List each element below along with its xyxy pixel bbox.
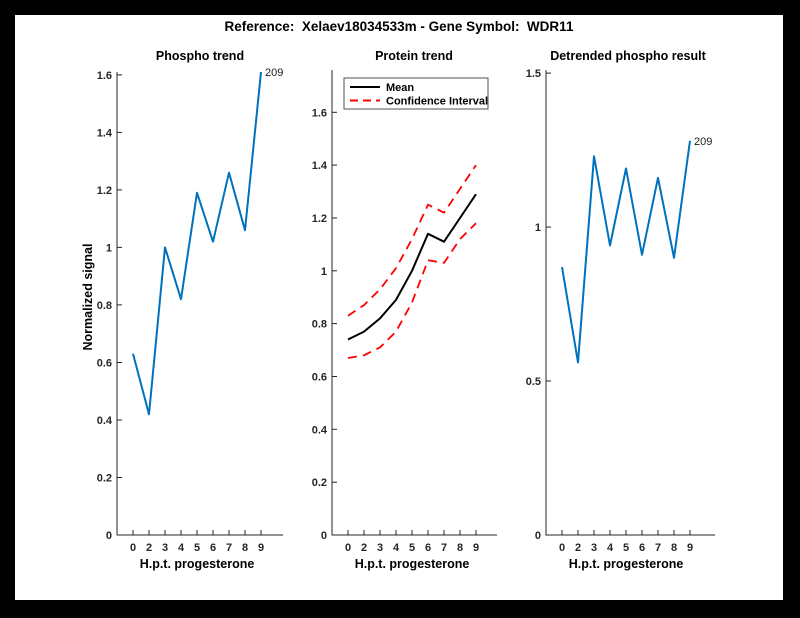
svg-text:6: 6 <box>425 542 431 554</box>
ci-lower-line <box>347 222 477 359</box>
svg-text:5: 5 <box>623 542 629 554</box>
svg-text:1.2: 1.2 <box>97 185 112 197</box>
svg-text:0.2: 0.2 <box>312 477 327 489</box>
svg-text:8: 8 <box>671 542 677 554</box>
subplot1-xlabel: H.p.t. progesterone <box>139 557 255 571</box>
svg-text:5: 5 <box>194 542 200 554</box>
legend-box: Mean Confidence Interval <box>343 77 489 110</box>
axes-spines-3 <box>545 70 715 536</box>
svg-text:4: 4 <box>178 542 185 554</box>
svg-text:0: 0 <box>130 542 136 554</box>
subplot1-title: Phospho trend <box>155 49 245 63</box>
y-ticks-2: 0 0.2 0.4 0.6 0.8 1 1.2 1.4 1.6 <box>312 107 337 542</box>
svg-text:4: 4 <box>393 542 400 554</box>
axes-spines-1 <box>116 72 283 536</box>
subplot3-xlabel: H.p.t. progesterone <box>568 557 684 571</box>
ci-upper-line <box>347 164 477 317</box>
y-ticks-3: 0 0.5 1 1.5 <box>526 68 551 542</box>
svg-text:1.2: 1.2 <box>312 213 327 225</box>
svg-text:0.5: 0.5 <box>526 376 541 388</box>
end-annotation-1: 209 <box>265 67 283 79</box>
svg-text:1: 1 <box>321 266 327 278</box>
svg-text:1: 1 <box>106 242 112 254</box>
svg-text:3: 3 <box>591 542 597 554</box>
svg-text:0.4: 0.4 <box>97 415 113 427</box>
svg-text:1: 1 <box>535 222 541 234</box>
svg-text:0: 0 <box>106 530 112 542</box>
svg-text:5: 5 <box>409 542 415 554</box>
svg-text:7: 7 <box>226 542 232 554</box>
svg-text:2: 2 <box>361 542 367 554</box>
subplot3-title: Detrended phospho result <box>550 49 706 63</box>
svg-text:0.4: 0.4 <box>312 424 328 436</box>
legend-label-mean: Mean <box>386 82 414 94</box>
phospho-signal-line <box>132 71 262 416</box>
end-annotation-3: 209 <box>694 136 712 148</box>
subplot2-xlabel: H.p.t. progesterone <box>354 557 470 571</box>
svg-text:7: 7 <box>441 542 447 554</box>
svg-text:1.4: 1.4 <box>97 127 113 139</box>
svg-text:0.8: 0.8 <box>312 319 327 331</box>
svg-text:7: 7 <box>655 542 661 554</box>
svg-text:8: 8 <box>457 542 463 554</box>
svg-text:8: 8 <box>242 542 248 554</box>
axes-spines-2 <box>331 70 497 536</box>
svg-text:0: 0 <box>559 542 565 554</box>
subplot1-ylabel: Normalized signal <box>81 244 95 351</box>
svg-text:1.5: 1.5 <box>526 68 541 80</box>
mean-line <box>347 193 477 341</box>
subplot2-title: Protein trend <box>375 49 453 63</box>
svg-text:6: 6 <box>210 542 216 554</box>
figure-title: Reference: Xelaev18034533m - Gene Symbol… <box>224 19 574 34</box>
svg-text:2: 2 <box>146 542 152 554</box>
legend-label-ci-upper: Confidence Interval <box>386 96 488 108</box>
svg-text:0.6: 0.6 <box>312 372 327 384</box>
svg-text:4: 4 <box>607 542 614 554</box>
svg-text:0.6: 0.6 <box>97 358 112 370</box>
svg-text:1.6: 1.6 <box>312 107 327 119</box>
svg-text:1.6: 1.6 <box>97 70 112 82</box>
svg-text:9: 9 <box>258 542 264 554</box>
y-ticks-1: 0 0.2 0.4 0.6 0.8 1 1.2 1.4 1.6 <box>97 70 122 542</box>
svg-text:2: 2 <box>575 542 581 554</box>
svg-text:0: 0 <box>535 530 541 542</box>
subplot-2-group: 00.20.40.60.811.21.41.60 2 3 4 5 6 7 8 9MeanConf… <box>312 70 497 554</box>
svg-text:1.4: 1.4 <box>312 160 328 172</box>
plots-svg: Normalized signal 0 0.2 0.4 0.6 0.8 1 1.2 1.4 1.… <box>81 67 715 554</box>
figure-page: Reference: Xelaev18034533m - Gene Symbol… <box>15 15 783 600</box>
svg-text:3: 3 <box>377 542 383 554</box>
svg-text:0.8: 0.8 <box>97 300 112 312</box>
svg-text:0.2: 0.2 <box>97 473 112 485</box>
svg-text:3: 3 <box>162 542 168 554</box>
svg-text:9: 9 <box>687 542 693 554</box>
detrended-signal-line <box>561 140 691 364</box>
svg-text:6: 6 <box>639 542 645 554</box>
svg-text:9: 9 <box>473 542 479 554</box>
svg-text:0: 0 <box>345 542 351 554</box>
svg-text:0: 0 <box>321 530 327 542</box>
